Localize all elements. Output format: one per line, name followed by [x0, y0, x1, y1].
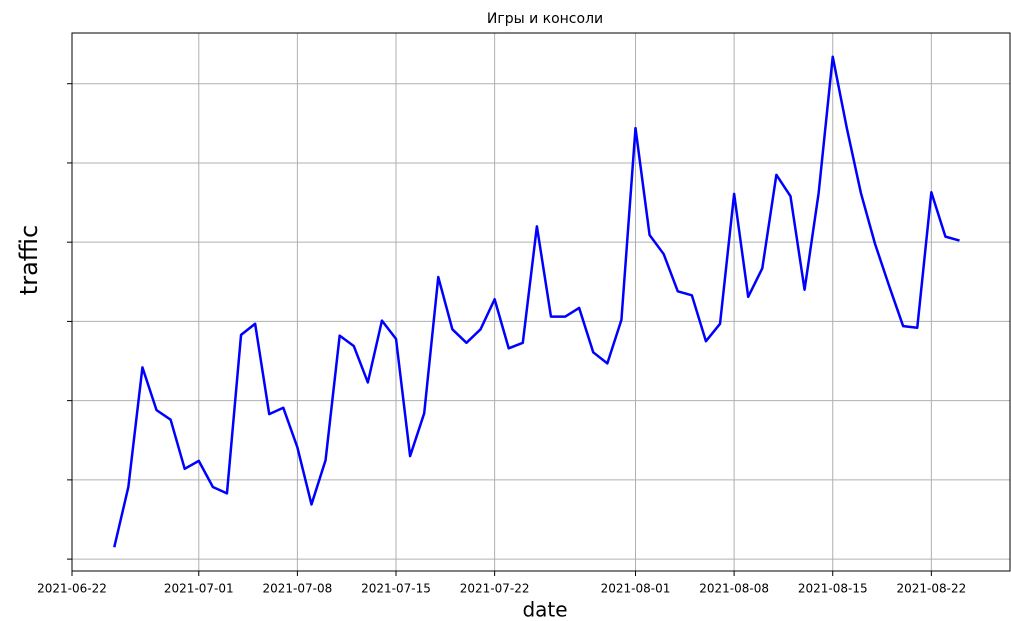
y-axis-label: traffic	[15, 225, 43, 295]
x-tick-label: 2021-06-22	[37, 582, 107, 596]
x-axis-label: date	[522, 598, 567, 621]
x-tick-label: 2021-07-22	[460, 582, 530, 596]
x-tick-label: 2021-07-15	[361, 582, 431, 596]
x-tick-label: 2021-07-08	[263, 582, 333, 596]
x-tick-label: 2021-08-15	[798, 582, 868, 596]
chart-title: Игры и консоли	[487, 11, 603, 27]
x-tick-label: 2021-08-01	[601, 582, 671, 596]
plot-frame	[71, 32, 1011, 572]
line	[113, 55, 960, 548]
x-tick-label: 2021-08-22	[896, 582, 966, 596]
x-tick-label: 2021-08-08	[699, 582, 769, 596]
x-tick-label: 2021-07-01	[164, 582, 234, 596]
